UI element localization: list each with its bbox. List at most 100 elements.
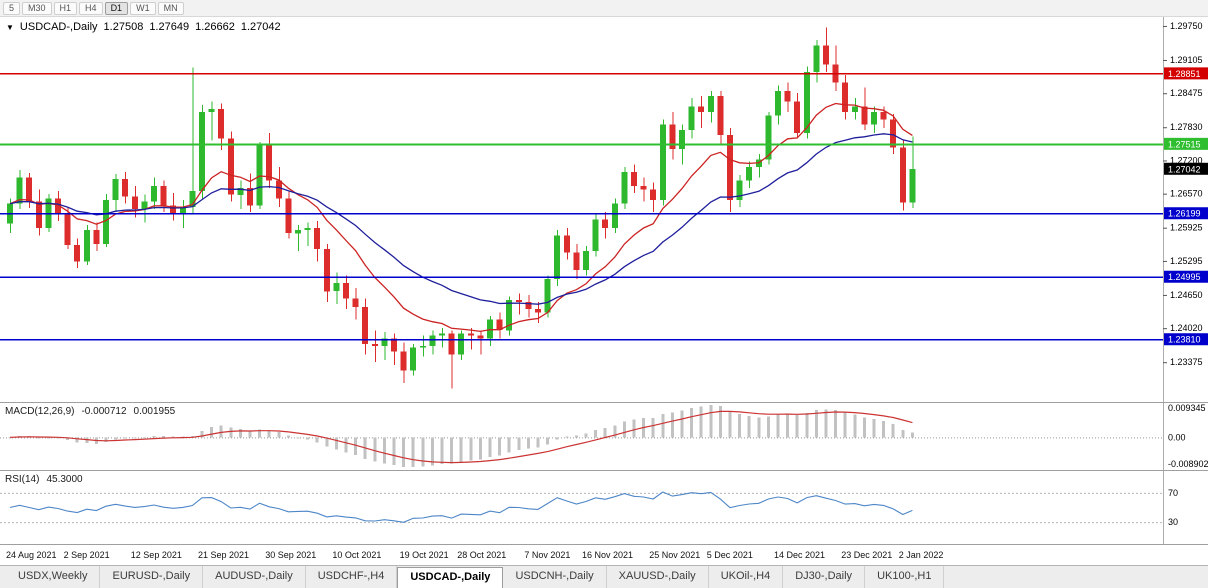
- price-tick-label: 1.26570: [1170, 189, 1203, 199]
- tab-usdcnh-daily[interactable]: USDCNH-,Daily: [503, 566, 607, 588]
- rsi-panel-canvas[interactable]: 70 30: [0, 471, 1208, 544]
- price-level-label: [1164, 67, 1208, 80]
- candle-down: [218, 108, 225, 139]
- date-label: 25 Nov 2021: [649, 550, 701, 560]
- tab-ukoil-h4[interactable]: UKOil-,H4: [709, 566, 784, 588]
- tab-uk100-h1[interactable]: UK100-,H1: [865, 566, 945, 588]
- tab-usdx-weekly[interactable]: USDX,Weekly: [6, 566, 101, 588]
- price-tick-label: 1.27200: [1170, 155, 1203, 165]
- tab-usdchf-h4[interactable]: USDCHF-,H4: [306, 566, 398, 588]
- candle-up: [688, 106, 695, 130]
- date-label: 28 Oct 2021: [457, 550, 507, 560]
- ma-fast-line: [9, 102, 913, 333]
- chart-marker-icon: ▼: [6, 22, 14, 32]
- timeframe-button-m30[interactable]: M30: [22, 1, 52, 15]
- macd-histogram-bar: [334, 437, 338, 450]
- chart-tabs-bar: USDX,Weekly EURUSD-,Daily AUDUSD-,Daily USD…: [0, 565, 1208, 588]
- macd-histogram-bar: [373, 437, 377, 462]
- macd-histogram-bar: [766, 416, 770, 438]
- price-tick-label: 1.25925: [1170, 223, 1203, 233]
- candle-up: [189, 191, 196, 207]
- price-level-label: [1164, 333, 1208, 346]
- date-label: 2 Sep 2021: [63, 550, 110, 560]
- date-label: 19 Oct 2021: [399, 550, 449, 560]
- macd-histogram-bar: [411, 437, 415, 467]
- candle-down: [794, 101, 801, 133]
- tab-dj30-daily[interactable]: DJ30-,Daily: [783, 566, 866, 588]
- candle-down: [727, 135, 733, 200]
- macd-histogram-bar: [661, 414, 665, 438]
- rsi-level-label: 70: [1168, 488, 1178, 498]
- timeframe-button-h1[interactable]: H1: [53, 1, 78, 15]
- date-axis[interactable]: 24 Aug 2021 2 Sep 2021 12 Sep 2021 21 Sep 2…: [0, 544, 1208, 565]
- candle-up: [208, 108, 215, 112]
- candle-up: [871, 111, 877, 125]
- macd-histogram-bar: [402, 437, 406, 467]
- date-label: 23 Dec 2021: [841, 550, 893, 560]
- timeframe-button-w1[interactable]: W1: [130, 1, 156, 15]
- timeframe-button-mn[interactable]: MN: [157, 1, 184, 15]
- macd-histogram-bar: [546, 437, 550, 445]
- candle-up: [506, 300, 513, 331]
- candle-down: [650, 189, 657, 200]
- macd-histogram-bar: [354, 437, 358, 455]
- macd-histogram-bar: [795, 415, 799, 438]
- price-level-label: [1164, 207, 1208, 220]
- candle-down: [535, 309, 541, 313]
- candle-down: [640, 185, 647, 190]
- candle-down: [880, 111, 887, 120]
- date-label: 16 Nov 2021: [582, 550, 634, 560]
- candle-down: [362, 307, 369, 344]
- macd-histogram-bar: [709, 404, 713, 438]
- candle-down: [448, 333, 455, 355]
- candle-down: [247, 187, 253, 206]
- candle-up: [621, 172, 628, 204]
- ma-slow-line: [9, 133, 913, 305]
- timeframe-button-d1[interactable]: D1: [104, 1, 129, 15]
- candle-up: [765, 115, 772, 160]
- rsi-value: 45.3000: [46, 474, 83, 485]
- tab-audusd-daily[interactable]: AUDUSD-,Daily: [203, 566, 306, 588]
- candle-down: [64, 214, 71, 245]
- candle-down: [669, 124, 676, 149]
- macd-histogram-bar: [258, 429, 262, 438]
- macd-histogram-bar: [786, 413, 790, 438]
- macd-histogram-bar: [430, 437, 434, 466]
- macd-histogram-bar: [574, 435, 578, 438]
- macd-histogram-bar: [66, 437, 70, 441]
- candle-up: [592, 219, 599, 252]
- macd-histogram-bar: [613, 425, 617, 438]
- candle-down: [563, 235, 570, 253]
- macd-histogram-bar: [834, 410, 838, 438]
- macd-histogram-bar: [325, 437, 329, 447]
- tab-eurusd-daily[interactable]: EURUSD-,Daily: [100, 566, 204, 588]
- macd-histogram-bar: [459, 437, 463, 462]
- macd-histogram-bar: [75, 437, 79, 443]
- candle-down: [170, 205, 177, 215]
- candle-down: [314, 228, 321, 250]
- macd-panel-canvas[interactable]: 0.009345 0.00 -0.008902: [0, 403, 1208, 470]
- candle-up: [554, 235, 561, 280]
- macd-histogram-bar: [670, 412, 674, 438]
- price-level-label: [1164, 270, 1208, 283]
- macd-histogram-bar: [843, 412, 847, 438]
- candle-down: [122, 178, 129, 197]
- candle-down: [890, 119, 897, 148]
- ohlc-close-value: 1.27042: [240, 21, 281, 33]
- candle-up: [295, 230, 301, 234]
- candle-up: [304, 228, 311, 231]
- timeframe-toolbar: 5 M30 H1 H4 D1 W1 MN: [0, 0, 1208, 17]
- panel-divider: [0, 402, 1208, 403]
- timeframe-button-5[interactable]: 5: [3, 1, 21, 15]
- macd-name: MACD(12,26,9): [5, 406, 75, 417]
- candle-down: [26, 177, 33, 202]
- tab-usdcad-daily[interactable]: USDCAD-,Daily: [397, 567, 504, 588]
- macd-histogram-bar: [152, 436, 156, 438]
- macd-histogram-bar: [382, 437, 386, 464]
- macd-histogram-bar: [133, 437, 137, 439]
- price-chart-canvas[interactable]: 1.29750 1.29105 1.28475 1.27830 1.27200 1.265…: [0, 17, 1208, 402]
- timeframe-button-h4[interactable]: H4: [79, 1, 103, 15]
- candle-up: [746, 166, 753, 181]
- price-level-label-text: 1.27515: [1168, 139, 1201, 149]
- tab-xauusd-daily[interactable]: XAUUSD-,Daily: [607, 566, 709, 588]
